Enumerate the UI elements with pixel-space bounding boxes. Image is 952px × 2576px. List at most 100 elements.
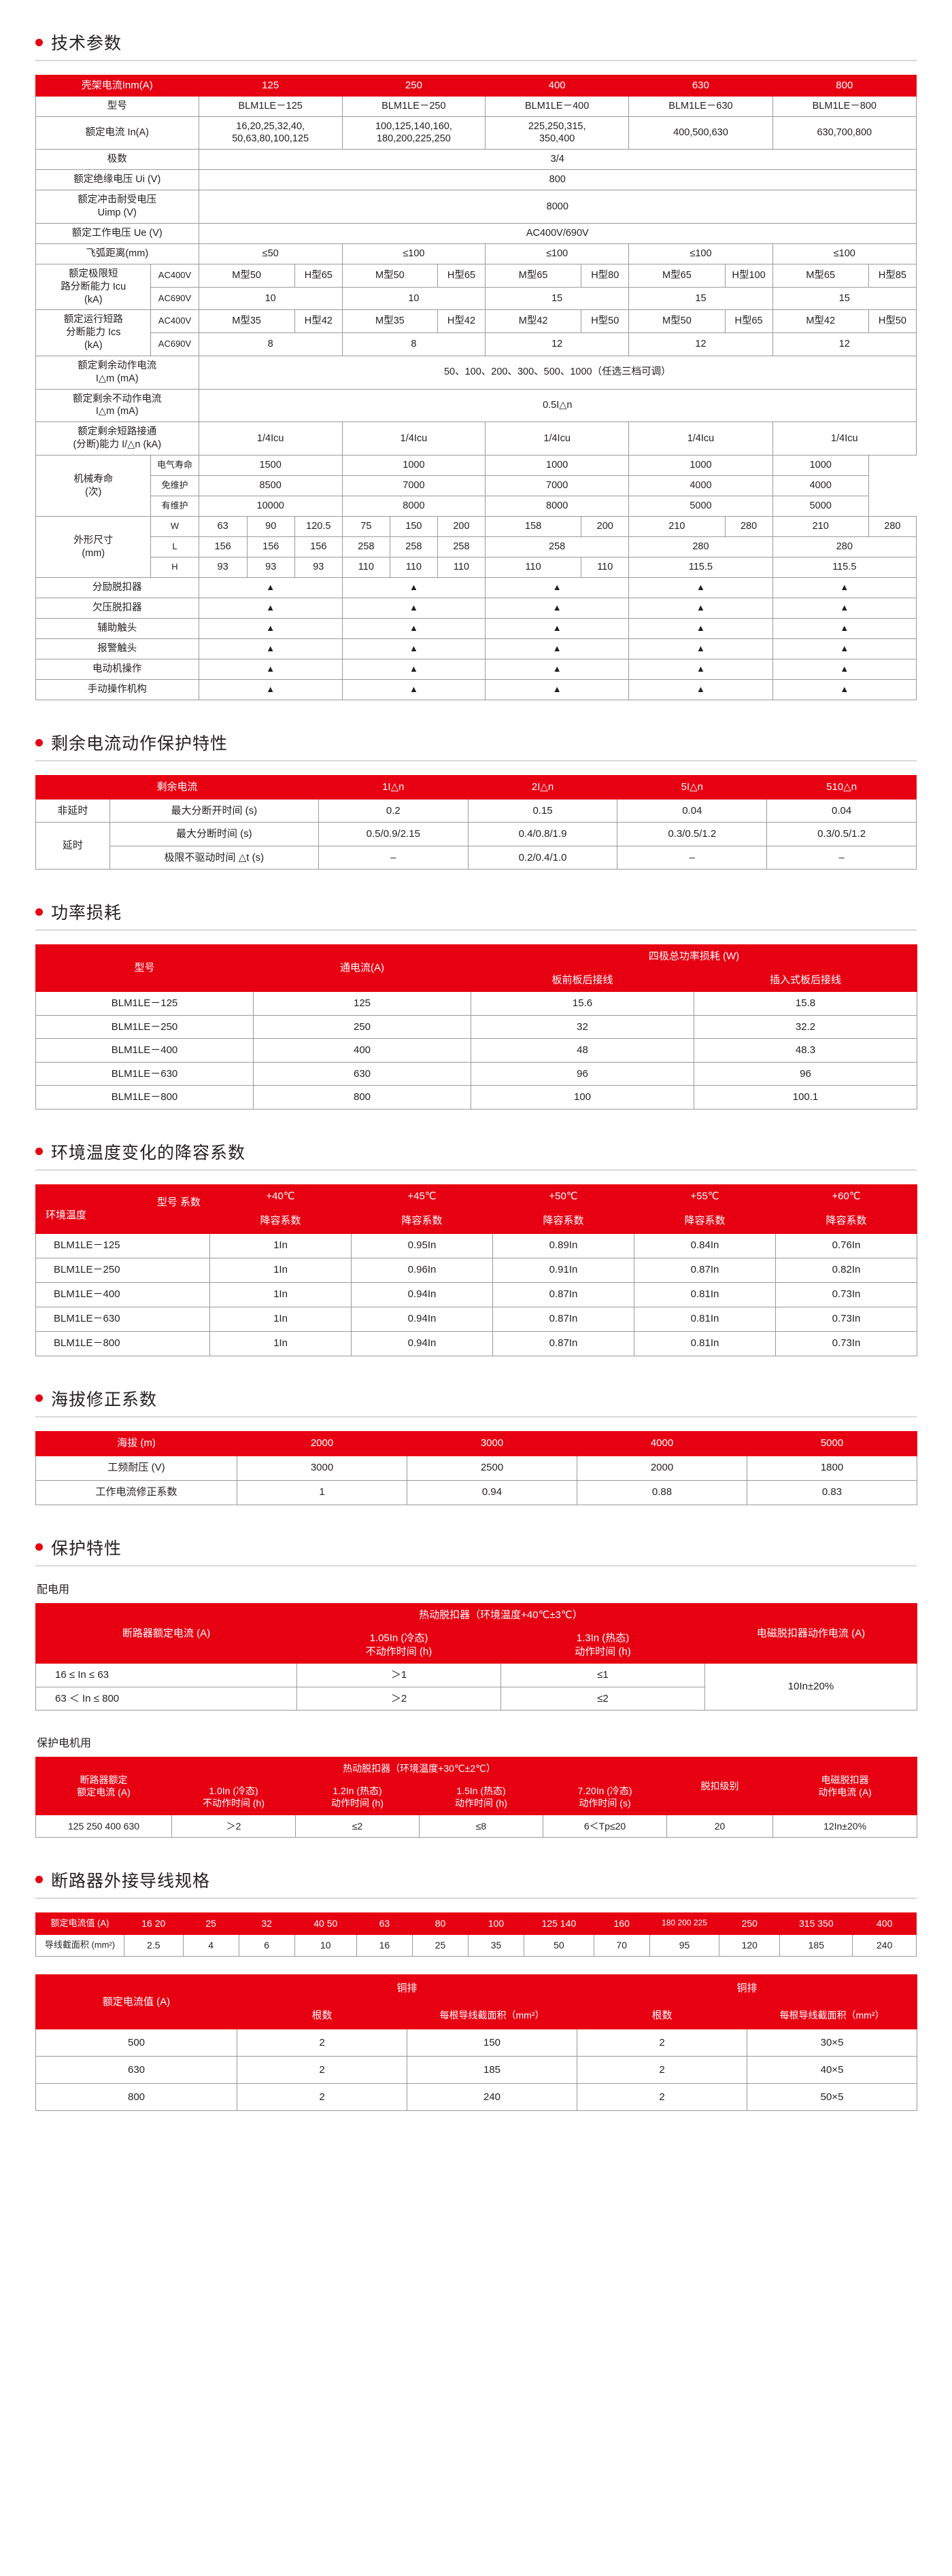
section-title: 环境温度变化的降容系数	[51, 1143, 246, 1163]
alt-1-0: 1	[237, 1479, 407, 1505]
table-row: BLM1LE－630 1In 0.94In 0.87In 0.81In 0.73…	[35, 1306, 917, 1332]
wire-section-5: 25	[411, 1934, 469, 1957]
life-0-800: 1000	[772, 455, 869, 476]
derate-temp-0: +40℃	[209, 1184, 352, 1209]
dist-250: ≤100	[341, 243, 486, 264]
derate-2-1: 0.94In	[351, 1282, 493, 1307]
dim-h-125-c: 93	[294, 557, 343, 578]
derating-factor-table: 型号 系数 环境温度 +40℃ +45℃ +50℃ +55℃ +60℃ 降容系数…	[35, 1184, 917, 1356]
dim-w-250-b: 150	[389, 516, 438, 537]
accessory-label-3: 报警触头	[35, 638, 199, 659]
icu-800-m: M型65	[772, 263, 869, 288]
arc-distance-label: 飞弧距离(mm)	[35, 243, 199, 264]
derate-2-4: 0.73In	[775, 1282, 917, 1307]
wire-current-9: 180 200 225	[649, 1912, 720, 1935]
prot-sub-1: 1.05In (冷态) 不动作时间 (h)	[296, 1626, 501, 1664]
model-label: 型号	[35, 95, 199, 117]
derate-0-1: 0.95In	[351, 1233, 493, 1258]
ics-800-m: M型42	[772, 309, 869, 334]
bus-sub-area-2: 每根导线截面积（mm²）	[747, 2001, 918, 2029]
icu-250-h: H型65	[437, 263, 486, 288]
derate-model-2: BLM1LE－400	[35, 1282, 210, 1307]
dim-w-125-a: 63	[198, 516, 248, 537]
icu-800-h: H型85	[868, 263, 917, 288]
acc-4-630: ▲	[628, 659, 773, 680]
row-residual-nonoperating-current: 额定剩余不动作电流 I△m (mA) 0.5I△n	[35, 388, 917, 423]
technical-parameters-table: 壳架电流Inm(A) 125 250 400 630 800 型号 BLM1LE…	[35, 75, 917, 700]
prot-c1-0: ＞1	[296, 1663, 501, 1687]
alt-rowname-1: 工作电流修正系数	[35, 1479, 237, 1505]
loss-model-3: BLM1LE－630	[35, 1061, 254, 1086]
dim-h-630: 115.5	[628, 557, 773, 578]
poles-value: 3/4	[198, 149, 917, 171]
table-header-row: 1.05In (冷态) 不动作时间 (h) 1.3In (热态) 动作时间 (h…	[36, 1626, 917, 1664]
alt-0-0: 3000	[237, 1455, 407, 1481]
wire-current-10: 250	[719, 1912, 781, 1935]
row-ue: 额定工作电压 Ue (V) AC400V/690V	[35, 222, 917, 244]
acc-1-800: ▲	[772, 598, 917, 619]
acc-0-125: ▲	[198, 577, 343, 598]
table-header-row: 型号 系数 环境温度 +40℃ +45℃ +50℃ +55℃ +60℃	[35, 1184, 917, 1234]
motor-sub-4: 7.20In (冷态) 动作时间 (s)	[542, 1779, 668, 1815]
rcd-group-delay: 延时	[35, 822, 110, 870]
life-0-125: 1500	[198, 455, 343, 476]
acc-3-400: ▲	[484, 638, 630, 659]
life-0-400: 1000	[484, 455, 630, 476]
busbar-specification-table: 额定电流值 (A) 铜排 铜排 根数 每根导线截面积（mm²） 根数 每根导线截…	[35, 1974, 918, 2111]
loss-current-2: 400	[253, 1038, 471, 1063]
section-rcd: 剩余电流动作保护特性 剩余电流 1I△n 2I△n 5I△n 510△n 非延时	[35, 730, 917, 870]
derate-temp-2: +50℃	[492, 1184, 634, 1209]
wire-row1-label: 额定电流值 (A)	[35, 1912, 124, 1935]
dim-l-125-a: 156	[198, 536, 248, 557]
life-2-630: 5000	[628, 496, 773, 517]
dim-w-125-b: 90	[246, 516, 295, 537]
loss-model-1: BLM1LE－250	[35, 1014, 254, 1039]
dist-800: ≤100	[772, 243, 917, 264]
wire-section-7: 50	[524, 1934, 594, 1957]
acc-2-800: ▲	[772, 618, 917, 639]
row-accessory-undervoltage: 欠压脱扣器 ▲ ▲ ▲ ▲ ▲	[35, 598, 917, 619]
dim-h-250-c: 110	[437, 557, 486, 578]
wire-section-6: 35	[468, 1934, 525, 1957]
table-row: 工作电流修正系数 1 0.94 0.88 0.83	[35, 1479, 917, 1505]
in-125: 16,20,25,32,40, 50,63,80,100,125	[198, 116, 343, 150]
acc-4-800: ▲	[772, 659, 917, 680]
frame-800: 800	[772, 75, 917, 97]
derate-sub-2: 降容系数	[492, 1208, 634, 1234]
dist-630: ≤100	[628, 243, 773, 264]
bus-rated-0: 500	[35, 2028, 237, 2057]
dim-w-800-a: 210	[772, 516, 869, 537]
wire-current-6: 100	[468, 1912, 525, 1935]
wire-current-12: 400	[852, 1912, 917, 1935]
heading-divider	[35, 60, 917, 61]
derate-1-3: 0.87In	[634, 1257, 776, 1283]
heading-divider	[35, 1169, 917, 1171]
section-heading-loss: 功率损耗	[35, 899, 917, 924]
acc-5-250: ▲	[341, 679, 486, 700]
table-row: BLM1LE－250 250 32 32.2	[35, 1014, 918, 1039]
distribution-protection-table: 断路器额定电流 (A) 热动脱扣器（环境温度+40℃±3℃） 电磁脱扣器动作电流…	[35, 1602, 917, 1711]
dim-h-250-a: 110	[341, 557, 390, 578]
bullet-dot-icon	[35, 738, 43, 746]
loss-a-3: 96	[471, 1061, 694, 1086]
life-2-250: 8000	[341, 496, 486, 517]
derate-3-1: 0.94In	[351, 1306, 493, 1332]
wire-current-5: 80	[411, 1912, 469, 1935]
life-0-630: 1000	[628, 455, 773, 476]
accessory-label-4: 电动机操作	[35, 659, 199, 680]
ics690-125: 8	[198, 332, 343, 356]
dim-l-400: 258	[484, 536, 630, 557]
loss-b-1: 32.2	[693, 1014, 918, 1039]
poles-label: 极数	[35, 149, 199, 171]
motor-rated: 125 250 400 630	[35, 1814, 172, 1838]
rcd-col-4: 510△n	[766, 775, 917, 800]
rated-current-label: 额定电流 In(A)	[35, 116, 199, 150]
in-400: 225,250,315, 350,400	[484, 116, 630, 150]
table-row: 63 ＜ In ≤ 800 ＞2 ≤2	[35, 1686, 917, 1711]
bus-a2-2: 50×5	[747, 2082, 918, 2111]
derate-2-0: 1In	[209, 1282, 352, 1307]
table-header-row: 壳架电流Inm(A) 125 250 400 630 800	[35, 75, 917, 97]
alt-0-1: 2500	[407, 1455, 577, 1481]
loss-current-4: 800	[253, 1085, 471, 1110]
wire-section-9: 95	[649, 1934, 720, 1957]
